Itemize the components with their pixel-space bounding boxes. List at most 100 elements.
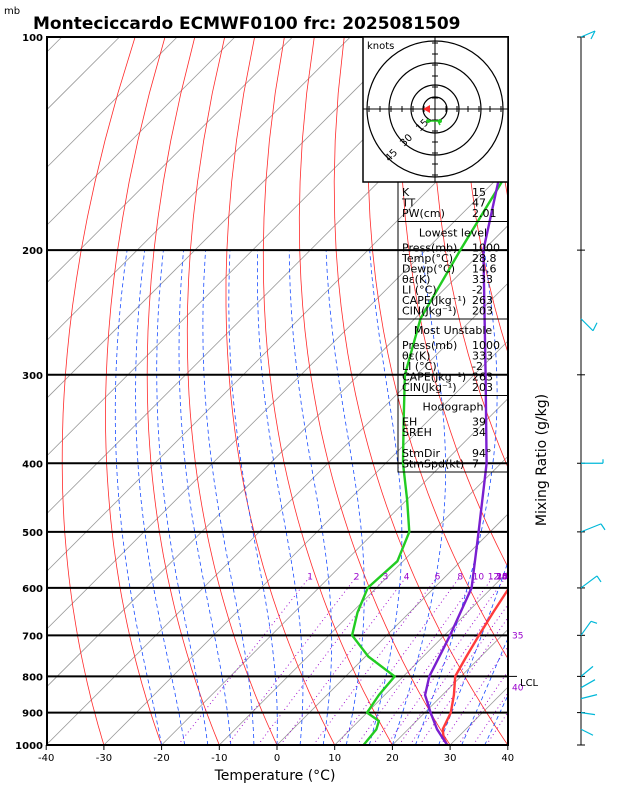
indices-label: θε(K) bbox=[402, 273, 430, 286]
temperature-tick-label: -40 bbox=[38, 753, 54, 764]
isotherm bbox=[47, 37, 120, 111]
x-axis-title: Temperature (°C) bbox=[214, 768, 336, 784]
indices-value: 1000 bbox=[472, 339, 500, 352]
indices-label: Press(mb) bbox=[402, 242, 457, 255]
mixing-ratio-label: 35 bbox=[512, 631, 523, 641]
wind-barb bbox=[580, 318, 594, 332]
mixing-ratio-label: 1 bbox=[307, 572, 313, 582]
isotherm bbox=[47, 167, 508, 630]
moist-adiabat bbox=[156, 250, 209, 745]
indices-section-title: Hodograph bbox=[423, 401, 484, 414]
temperature-tick-label: 0 bbox=[274, 753, 280, 764]
indices-label: Dewp(°C) bbox=[402, 263, 455, 276]
indices-value: -2 bbox=[472, 360, 483, 373]
indices-value: 94° bbox=[472, 447, 492, 460]
isotherm bbox=[47, 37, 236, 226]
indices-label: PW(cm) bbox=[402, 207, 445, 220]
mixing-ratio-label: 40 bbox=[512, 684, 524, 694]
profiles bbox=[350, 122, 508, 745]
mixing-ratio-line bbox=[313, 577, 438, 745]
dry-adiabat bbox=[333, 37, 508, 745]
indices-value: 203 bbox=[472, 381, 493, 394]
wind-barb bbox=[590, 30, 596, 40]
lcl-label: LCL bbox=[520, 678, 539, 689]
storm-motion-marker bbox=[423, 105, 430, 113]
wind-barb bbox=[580, 679, 596, 689]
indices-label: CIN(Jkg⁻¹) bbox=[402, 381, 457, 394]
dry-adiabat bbox=[146, 37, 220, 745]
chart-title: Monteciccardo ECMWF0100 frc: 2025081509 bbox=[33, 14, 461, 34]
wind-barb bbox=[580, 728, 594, 736]
mixing-ratio-label: 3 bbox=[383, 572, 389, 582]
wind-barb bbox=[580, 575, 598, 589]
mixing-ratio-label: 2 bbox=[354, 572, 360, 582]
indices-value: 263 bbox=[472, 371, 493, 384]
dewpoint-profile bbox=[350, 169, 508, 745]
indices-label: K bbox=[402, 186, 410, 199]
temperature-tick-label: -20 bbox=[153, 753, 169, 764]
dry-adiabat bbox=[61, 37, 136, 745]
mixing-ratio-title: Mixing Ratio (g/kg) bbox=[534, 394, 550, 526]
indices-table: K 15 TT 47 PW(cm) 2.01 Lowest level Press(mb) 10… bbox=[397, 181, 509, 473]
mixing-ratio-label: 14 bbox=[496, 572, 508, 582]
indices-label: SREH bbox=[402, 426, 432, 439]
indices-value: 203 bbox=[472, 305, 493, 318]
mixing-ratio-line bbox=[398, 589, 508, 745]
mixing-ratio-line bbox=[485, 711, 508, 745]
mixing-ratio-line bbox=[409, 603, 508, 745]
temperature-tick-label: -10 bbox=[211, 753, 227, 764]
pressure-tick-label: 900 bbox=[22, 709, 43, 720]
hodograph-units: knots bbox=[367, 41, 394, 52]
mixing-ratio-line bbox=[280, 577, 407, 745]
wind-barb bbox=[590, 620, 598, 624]
hodograph-point bbox=[438, 119, 442, 123]
indices-section-title: Lowest level bbox=[419, 227, 487, 240]
indices-label: CAPE(Jkg⁻¹) bbox=[402, 371, 466, 384]
indices-section bbox=[397, 395, 509, 473]
temperature-profile bbox=[441, 587, 508, 745]
indices-label: StmSpd(kt) bbox=[402, 458, 464, 471]
mixing-ratio-line bbox=[386, 577, 506, 745]
temperature-tick-label: 30 bbox=[444, 753, 457, 764]
isotherm bbox=[566, 37, 618, 745]
mixing-ratio-label: 20 bbox=[496, 572, 508, 582]
pressure-unit-label: mb bbox=[4, 6, 20, 17]
indices-value: 34 bbox=[472, 426, 486, 439]
dry-adiabat bbox=[523, 37, 618, 745]
isotherm bbox=[47, 37, 409, 399]
dry-adiabat bbox=[186, 37, 278, 745]
pressure-tick-label: 1000 bbox=[15, 741, 43, 752]
mixing-ratio-line bbox=[227, 577, 357, 745]
mixing-ratio-line bbox=[419, 616, 508, 745]
isotherm bbox=[47, 37, 293, 284]
mixing-ratio-line bbox=[337, 577, 460, 745]
indices-label: EH bbox=[402, 416, 417, 429]
dry-adiabat bbox=[367, 37, 508, 660]
mixing-ratio-label: 18 bbox=[496, 572, 508, 582]
mixing-ratio-line bbox=[472, 692, 508, 745]
indices-label: TT bbox=[401, 197, 416, 210]
indices-label: LI (°C) bbox=[402, 284, 437, 297]
indices-label: LI (°C) bbox=[402, 360, 437, 373]
indices-label: θε(K) bbox=[402, 350, 430, 363]
mixing-ratio-label: 16 bbox=[496, 572, 508, 582]
mixing-ratio-label: 30 bbox=[496, 572, 508, 582]
moist-adiabat bbox=[288, 250, 333, 745]
mixing-ratio-label: 10 bbox=[473, 572, 485, 582]
moist-adiabat bbox=[228, 250, 278, 745]
dry-adiabat bbox=[262, 37, 393, 745]
indices-value: 7 bbox=[472, 458, 479, 471]
moist-adiabat bbox=[178, 250, 232, 745]
mixing-ratio-line bbox=[177, 577, 310, 745]
wind-barb bbox=[580, 665, 594, 677]
mixing-ratio-label: 4 bbox=[404, 572, 410, 582]
pressure-tick-label: 700 bbox=[22, 631, 43, 642]
indices-value: 15 bbox=[472, 186, 486, 199]
indices-section-title: Most Unstable bbox=[414, 324, 493, 337]
dry-adiabat bbox=[225, 37, 336, 745]
dry-adiabat bbox=[298, 37, 451, 745]
indices-value: 333 bbox=[472, 273, 493, 286]
indices-label: CAPE(Jkg⁻¹) bbox=[402, 294, 466, 307]
isotherm bbox=[161, 398, 508, 745]
